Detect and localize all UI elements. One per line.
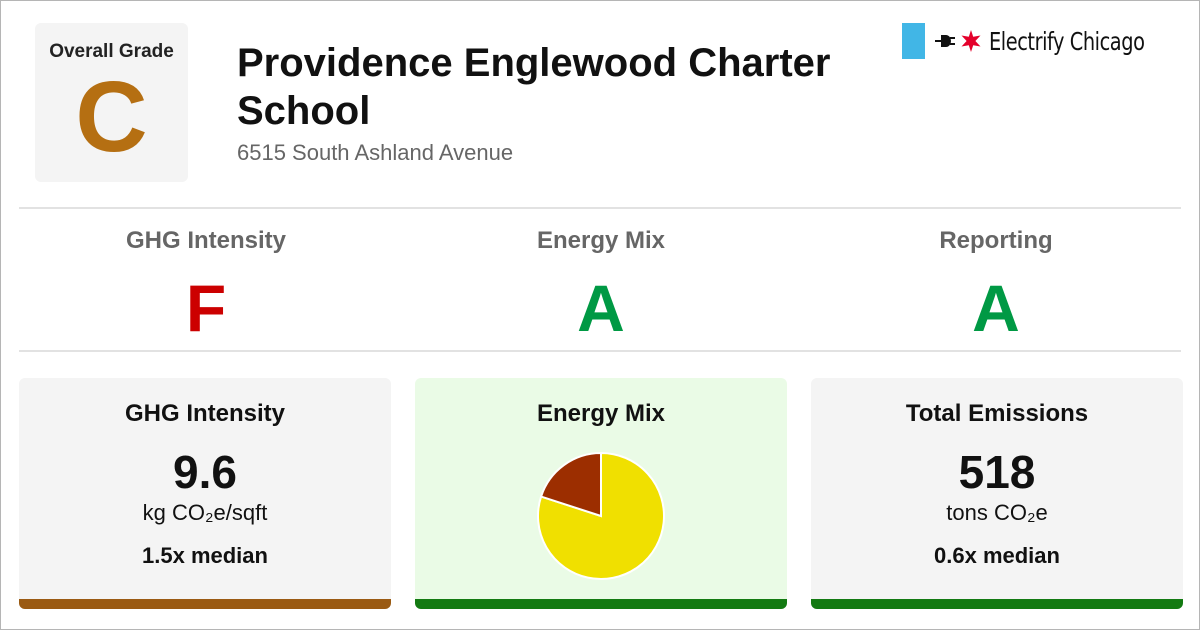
energy-mix-card: Energy Mix	[415, 378, 787, 609]
subgrade-letter: A	[972, 271, 1020, 345]
subgrade-letter: F	[185, 271, 227, 345]
total-emissions-unit: tons CO₂e	[946, 500, 1048, 525]
energy-mix-pie-chart	[537, 451, 665, 580]
overall-grade-letter: C	[75, 61, 148, 173]
subgrade-label: GHG Intensity	[125, 227, 287, 254]
total-emissions-value: 518	[958, 446, 1036, 498]
overall-grade-box: Overall Grade C	[35, 23, 188, 182]
school-address: 6515 South Ashland Avenue	[237, 140, 514, 165]
card-accent-bar	[415, 599, 787, 609]
ghg-intensity-value: 9.6	[173, 446, 237, 498]
ghg-intensity-unit: kg CO₂e/sqft	[142, 500, 268, 525]
total-emissions-median: 0.6x median	[934, 543, 1060, 568]
card-accent-bar	[811, 599, 1183, 609]
pie-slice-1	[539, 451, 602, 518]
brand-logo[interactable]: Electrify Chicago	[902, 23, 1175, 59]
subgrade-reporting: Reporting A	[816, 227, 1176, 341]
overall-grade-label: Overall Grade	[49, 41, 174, 62]
chicago-flag-icon	[902, 23, 925, 59]
ghg-intensity-card: GHG Intensity 9.6 kg CO₂e/sqft 1.5x medi…	[19, 378, 391, 609]
card-accent-bar	[19, 599, 391, 609]
card-title: Total Emissions	[905, 400, 1089, 427]
subgrades-divider	[19, 350, 1181, 352]
header-divider	[19, 207, 1181, 209]
school-name: Providence Englewood Charter School	[237, 41, 831, 133]
card-title: Energy Mix	[536, 400, 666, 427]
star-shape	[961, 30, 981, 52]
subgrade-label: Energy Mix	[536, 227, 666, 254]
chicago-star-icon	[961, 30, 981, 52]
brand-name: Electrify Chicago	[989, 26, 1145, 56]
total-emissions-card: Total Emissions 518 tons CO₂e 0.6x media…	[811, 378, 1183, 609]
card-title: GHG Intensity	[124, 400, 286, 427]
subgrade-energy-mix: Energy Mix A	[421, 227, 781, 341]
ghg-intensity-median: 1.5x median	[142, 543, 268, 568]
plug-icon	[935, 35, 955, 47]
subgrade-ghg-intensity: GHG Intensity F	[26, 227, 386, 341]
subgrade-letter: A	[577, 271, 625, 345]
subgrade-label: Reporting	[939, 227, 1053, 254]
